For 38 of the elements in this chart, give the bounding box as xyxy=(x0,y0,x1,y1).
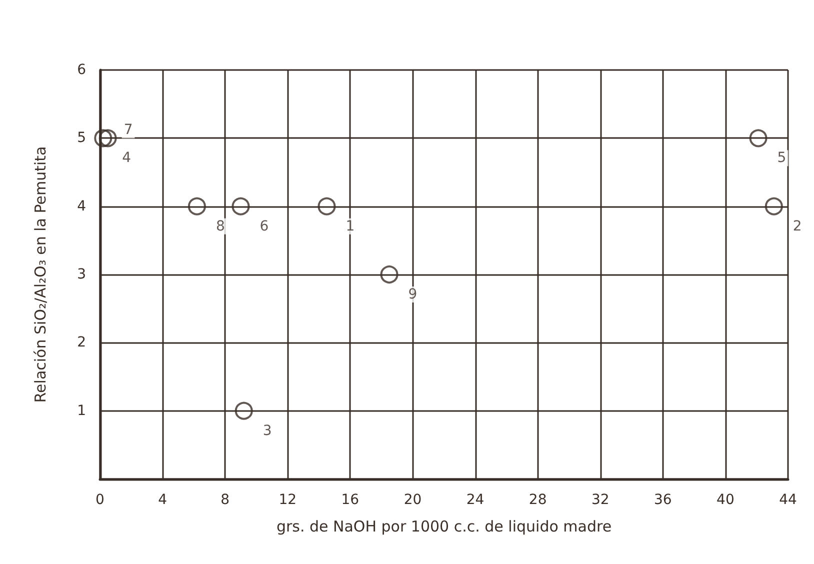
annotation: 5 xyxy=(777,150,786,166)
x-tick-label: 44 xyxy=(779,492,797,508)
annotation: 1 xyxy=(346,218,355,234)
annotation: 8 xyxy=(216,218,225,234)
x-tick-label: 20 xyxy=(404,492,422,508)
x-axis-title: grs. de NaOH por 1000 c.c. de liquido madre xyxy=(276,518,612,536)
annotation: 9 xyxy=(408,286,418,302)
x-tick-label: 32 xyxy=(591,492,610,508)
y-tick-label: 4 xyxy=(77,198,86,214)
x-tick-label: 28 xyxy=(528,492,547,508)
x-tick-label: 4 xyxy=(158,492,168,508)
y-tick-label: 5 xyxy=(77,130,86,146)
x-tick-label: 36 xyxy=(654,492,672,508)
annotation: 4 xyxy=(122,150,132,166)
x-tick-label: 24 xyxy=(466,492,484,508)
y-axis-title: Relación SiO₂/Al₂O₃ en la Pemutita xyxy=(32,146,50,403)
point xyxy=(98,129,117,148)
point xyxy=(380,266,398,284)
x-tick-label: 16 xyxy=(341,492,360,508)
point xyxy=(764,197,783,216)
annotation: 3 xyxy=(262,422,272,439)
y-tick-label: 6 xyxy=(77,62,86,78)
point xyxy=(232,197,250,216)
point xyxy=(749,129,768,148)
point xyxy=(234,402,253,420)
x-tick-label: 0 xyxy=(96,492,104,508)
annotation: 6 xyxy=(260,218,269,234)
y-tick-label: 2 xyxy=(77,334,86,351)
point xyxy=(188,197,206,216)
point xyxy=(94,129,112,148)
y-tick-label: 1 xyxy=(77,402,86,419)
annotation: 7 xyxy=(124,122,133,138)
x-tick-label: 8 xyxy=(220,492,230,508)
point xyxy=(318,197,336,216)
x-tick-label: 12 xyxy=(278,492,297,508)
annotation: 2 xyxy=(792,218,802,234)
y-tick-label: 3 xyxy=(77,266,86,282)
x-tick-label: 40 xyxy=(716,492,734,508)
